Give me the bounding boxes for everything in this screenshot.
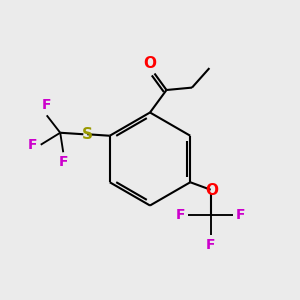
Text: O: O <box>206 183 218 198</box>
Text: S: S <box>82 127 93 142</box>
Text: F: F <box>28 138 37 152</box>
Text: F: F <box>176 208 185 222</box>
Text: O: O <box>143 56 157 70</box>
Text: F: F <box>206 238 215 252</box>
Text: F: F <box>58 155 68 169</box>
Text: F: F <box>236 208 246 222</box>
Text: F: F <box>42 98 52 112</box>
